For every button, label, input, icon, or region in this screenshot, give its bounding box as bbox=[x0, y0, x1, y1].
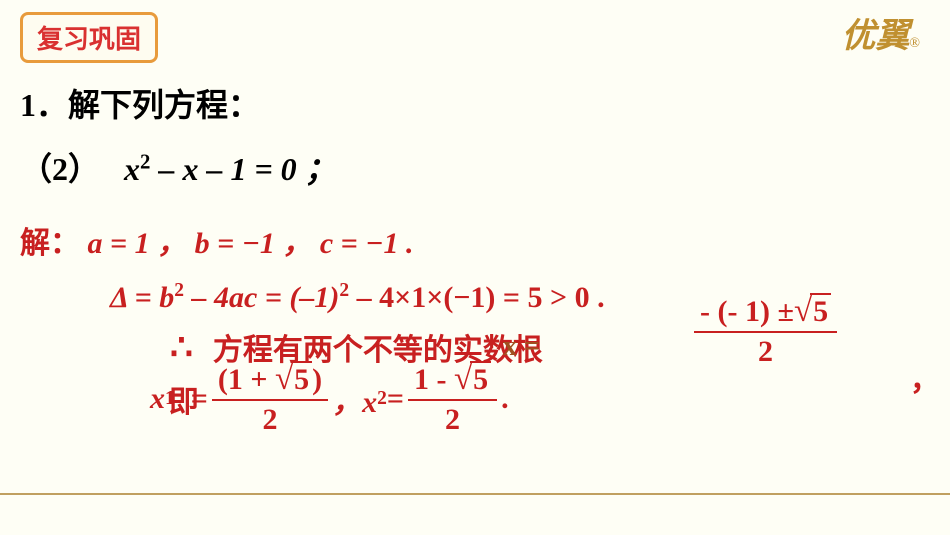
eq-sign-hidden: = bbox=[191, 382, 208, 416]
final-period: . bbox=[501, 382, 509, 416]
frac1-denominator: 2 bbox=[758, 333, 773, 368]
frac1-numerator: - (- 1) ±√5 bbox=[694, 293, 837, 333]
delta-sq1: 2 bbox=[174, 280, 184, 301]
delta-tail: – 4×1×(−1) = 5 > 0 . bbox=[349, 281, 604, 314]
root2-fraction: 1 - √5 2 bbox=[408, 361, 497, 436]
solution-conclusion-row: ∴ 方程有两个不等的实数根 x = - (- 1) ±√5 2 ， bbox=[170, 325, 930, 369]
content-area: 1．解下列方程： （2） x2 – x – 1 = 0 ； 解： a = 1 ，… bbox=[20, 80, 930, 436]
review-banner: 复习巩固 bbox=[20, 12, 158, 63]
solution-block: 解： a = 1 ， b = −1 ， c = −1 . Δ = b2 – 4a… bbox=[20, 218, 930, 436]
eq2: = bbox=[387, 382, 404, 416]
root1-fraction: (1 + √5) 2 bbox=[212, 361, 328, 436]
mid-text: ，x bbox=[332, 377, 377, 421]
exp-2: 2 bbox=[140, 150, 150, 173]
brand-logo: 优翼 ® bbox=[841, 8, 920, 57]
delta-sq2: 2 bbox=[339, 280, 349, 301]
delta-symbol: Δ bbox=[110, 281, 127, 314]
brand-text: 优翼 bbox=[841, 8, 909, 57]
sqrt-5-a: √5 bbox=[794, 293, 831, 329]
solution-prefix: 解： bbox=[20, 227, 80, 260]
paren-close: ） bbox=[68, 151, 100, 187]
bottom-divider bbox=[0, 493, 950, 495]
var-x: x bbox=[124, 151, 140, 187]
solution-coefficients: 解： a = 1 ， b = −1 ， c = −1 . bbox=[20, 218, 930, 262]
frac2-denominator: 2 bbox=[262, 401, 277, 436]
conclusion-text: 方程有两个不等的实数根 bbox=[213, 325, 543, 369]
paren-open: （ bbox=[20, 151, 52, 187]
x-equals-overlay: x = bbox=[503, 331, 540, 363]
therefore-symbol: ∴ bbox=[170, 326, 193, 368]
coefficients: a = 1 ， b = −1 ， c = −1 . bbox=[88, 227, 414, 260]
comma-1: ， bbox=[910, 355, 940, 399]
x1-var: x bbox=[150, 382, 165, 416]
question-equation: （2） x2 – x – 1 = 0 ； bbox=[20, 144, 930, 190]
delta-eq: = b bbox=[127, 281, 174, 314]
frac3-denominator: 2 bbox=[445, 401, 460, 436]
x2-sub: 2 bbox=[377, 388, 387, 410]
solution-roots: x1 即 = (1 + √5) 2 ，x2 = 1 - √5 2 . bbox=[150, 361, 930, 436]
brand-reg: ® bbox=[909, 36, 920, 52]
equation-rest: – x – 1 = 0 ； bbox=[150, 151, 336, 187]
question-title: 1．解下列方程： bbox=[20, 80, 930, 126]
frac1-num-text: - (- 1) ± bbox=[700, 295, 794, 328]
formula-fraction: - (- 1) ±√5 2 bbox=[694, 293, 837, 368]
question-number: 2 bbox=[52, 151, 68, 187]
delta-rest: – 4ac = (–1) bbox=[184, 281, 339, 314]
